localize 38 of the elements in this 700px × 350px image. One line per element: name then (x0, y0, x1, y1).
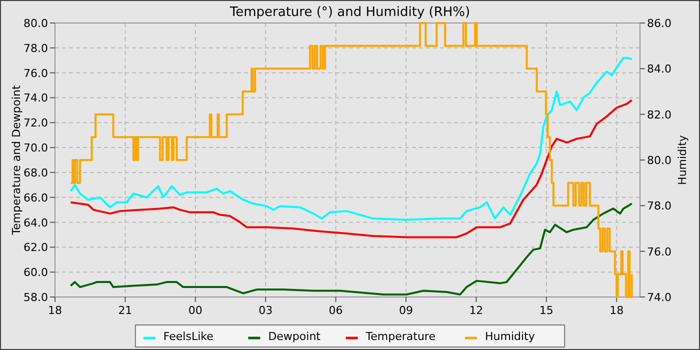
x-tick-label: 06 (328, 304, 343, 317)
legend-label: Temperature (364, 330, 436, 343)
y-tick-label: 72.0 (24, 116, 48, 130)
x-tick-label: 00 (188, 304, 202, 317)
x-tick-label: 21 (118, 304, 132, 317)
x-tick-label: 18 (610, 304, 624, 317)
y-axis-title: Temperature and Dewpoint (10, 84, 23, 236)
y2-tick-label: 82.0 (647, 108, 672, 122)
x-tick-label: 09 (399, 304, 413, 317)
line-series (70, 202, 633, 296)
y2-tick-label: 74.0 (647, 291, 672, 304)
y2-tick-label: 84.0 (647, 62, 672, 76)
line-series (70, 56, 633, 221)
y2-tick-label: 86.0 (647, 17, 672, 30)
y2-tick-label: 76.0 (647, 245, 672, 258)
y-tick-label: 58.0 (24, 291, 48, 304)
chart-title: Temperature (°) and Humidity (RH%) (228, 5, 470, 20)
y-tick-label: 80.0 (24, 17, 48, 30)
y-tick-label: 64.0 (24, 216, 48, 230)
y-tick-label: 74.0 (24, 92, 48, 105)
y-tick-label: 68.0 (24, 166, 48, 180)
y2-tick-label: 78.0 (647, 200, 672, 213)
x-tick-label: 03 (258, 304, 273, 317)
y-tick-label: 62.0 (24, 241, 48, 254)
y-tick-label: 70.0 (24, 142, 48, 155)
line-series (70, 99, 633, 238)
x-tick-label: 12 (469, 304, 484, 317)
legend-label: FeelsLike (163, 330, 214, 343)
y-tick-label: 66.0 (24, 191, 48, 204)
legend-label: Dewpoint (268, 330, 322, 343)
y-tick-label: 60.0 (24, 266, 48, 280)
y2-axis-title: Humidity (676, 134, 689, 185)
legend-label: Humidity (485, 330, 536, 343)
y-tick-label: 78.0 (24, 42, 48, 55)
y-tick-label: 76.0 (24, 66, 48, 80)
x-tick-label: 18 (48, 304, 62, 317)
y2-tick-label: 80.0 (647, 154, 672, 167)
x-tick-label: 15 (539, 304, 554, 317)
